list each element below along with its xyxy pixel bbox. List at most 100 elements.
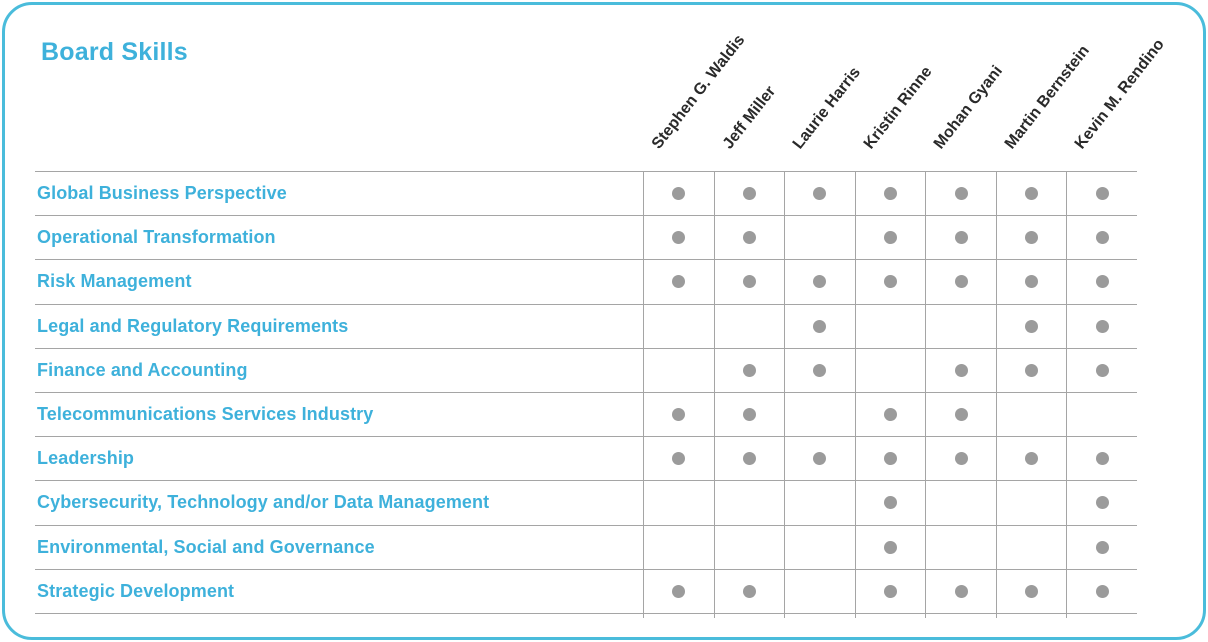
skill-dot (954, 363, 968, 377)
skill-cell (925, 392, 996, 437)
skill-dot (813, 363, 827, 377)
skill-dot (742, 452, 756, 466)
skill-dot (742, 275, 756, 289)
skill-cell (643, 216, 714, 260)
skill-dot (954, 408, 968, 422)
skill-cell (784, 569, 855, 613)
skill-dot (954, 584, 968, 598)
skill-cell (784, 260, 855, 304)
skill-cell (995, 348, 1067, 392)
skill-cell (713, 437, 785, 481)
skill-cell (1066, 348, 1137, 392)
skill-dot (672, 452, 686, 466)
skill-dot (1095, 319, 1109, 333)
skill-dot (883, 452, 897, 466)
skill-row-label: Environmental, Social and Governance (37, 536, 375, 557)
skill-dot (1095, 452, 1109, 466)
skill-dot (954, 275, 968, 289)
skill-row-label: Telecommunications Services Industry (37, 404, 374, 425)
skill-cell (784, 481, 855, 525)
skill-cell (925, 172, 996, 216)
skill-dot (954, 187, 968, 201)
skill-cell (925, 304, 996, 348)
skill-cell (995, 437, 1067, 481)
matrix-bottom-stub (925, 613, 996, 618)
skill-dot (883, 408, 897, 422)
skill-cell (925, 481, 996, 525)
skill-dot (742, 187, 756, 201)
skill-cell (995, 216, 1067, 260)
skill-row: Strategic Development (35, 568, 1137, 613)
skill-dot (1025, 187, 1039, 201)
skill-dot (742, 231, 756, 245)
skill-row: Leadership (35, 436, 1137, 481)
skill-row: Global Business Perspective (35, 171, 1137, 216)
skill-dot (672, 231, 686, 245)
skill-cell (784, 304, 855, 348)
skill-cell (1066, 481, 1137, 525)
skill-dot (1025, 584, 1039, 598)
skill-cell (643, 481, 714, 525)
skill-cell (995, 481, 1067, 525)
skill-cell (643, 260, 714, 304)
member-name-header: Mohan Gyani (931, 62, 1007, 153)
skill-cell (1066, 260, 1137, 304)
matrix-bottom-stub (854, 613, 926, 618)
skill-cell (713, 216, 785, 260)
skill-cell (784, 348, 855, 392)
skill-cell (1066, 392, 1137, 437)
skill-cell (995, 172, 1067, 216)
skill-row-label: Operational Transformation (37, 227, 276, 248)
skill-cell (713, 260, 785, 304)
skill-cell (713, 304, 785, 348)
skill-cell (713, 392, 785, 437)
skill-dot (813, 452, 827, 466)
skill-dot (1025, 319, 1039, 333)
matrix-bottom-spacer (35, 614, 643, 618)
skill-cell (995, 260, 1067, 304)
skill-cell (784, 216, 855, 260)
skill-cell (1066, 172, 1137, 216)
skill-dot (1095, 540, 1109, 554)
skill-cell (784, 525, 855, 569)
skill-cell (925, 525, 996, 569)
skill-cell (784, 437, 855, 481)
skill-row: Telecommunications Services Industry (35, 391, 1137, 437)
skill-cell (995, 392, 1067, 437)
skill-dot (672, 187, 686, 201)
skill-cell (713, 525, 785, 569)
skill-cell (643, 348, 714, 392)
skill-dot (672, 584, 686, 598)
skill-row: Legal and Regulatory Requirements (35, 303, 1137, 348)
skill-cell (1066, 437, 1137, 481)
skill-dot (1095, 584, 1109, 598)
skill-row: Finance and Accounting (35, 347, 1137, 392)
member-names-header: Stephen G. Waldis Jeff Miller Laurie Harri… (5, 5, 1208, 171)
skill-dot (1095, 231, 1109, 245)
skill-cell (1066, 216, 1137, 260)
skill-cell (925, 260, 996, 304)
skill-row-label: Global Business Perspective (37, 183, 287, 204)
skill-cell (995, 304, 1067, 348)
skill-row: Operational Transformation (35, 215, 1137, 260)
skill-dot (883, 540, 897, 554)
skill-cell (925, 569, 996, 613)
skill-row-label: Legal and Regulatory Requirements (37, 315, 349, 336)
skill-cell (643, 437, 714, 481)
skill-row-label: Leadership (37, 448, 135, 469)
matrix-bottom-stub (1066, 613, 1137, 618)
skills-matrix-table: Global Business Perspective Operational T… (35, 171, 1137, 618)
skill-dot (813, 187, 827, 201)
skill-cell (1066, 525, 1137, 569)
skill-dot (1025, 452, 1039, 466)
skill-row-label: Finance and Accounting (37, 359, 248, 380)
skill-row-label: Risk Management (37, 271, 192, 292)
skill-dot (954, 231, 968, 245)
skill-cell (925, 348, 996, 392)
skill-dot (1095, 187, 1109, 201)
skill-cell (643, 304, 714, 348)
skill-dot (883, 187, 897, 201)
member-name-header: Laurie Harris (789, 64, 865, 153)
skill-cell (854, 172, 926, 216)
